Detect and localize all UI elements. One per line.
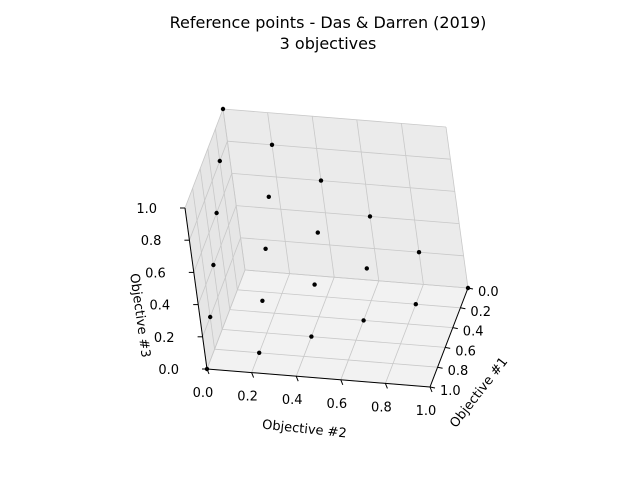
floor-pane bbox=[207, 270, 468, 387]
back-pane bbox=[223, 109, 468, 288]
data-point bbox=[208, 314, 213, 320]
grid-line bbox=[199, 168, 223, 330]
grid-line bbox=[192, 188, 215, 350]
data-point bbox=[217, 158, 222, 164]
grid-line bbox=[244, 269, 469, 289]
chart-title: Reference points - Das & Darren (2019) bbox=[170, 13, 487, 32]
data-point bbox=[367, 214, 373, 219]
data-point bbox=[263, 246, 268, 251]
grid-line bbox=[184, 108, 224, 209]
x-tick-label: 0.2 bbox=[470, 305, 491, 320]
y-tick-label: 0.6 bbox=[326, 397, 347, 412]
y-tick-label: 0.0 bbox=[193, 386, 214, 401]
data-point bbox=[364, 266, 369, 271]
grid-line bbox=[206, 269, 246, 370]
y-axis-line bbox=[206, 368, 431, 388]
data-point bbox=[257, 350, 262, 355]
z-tick-label: 1.0 bbox=[136, 202, 157, 217]
grid-line bbox=[251, 273, 290, 373]
data-point bbox=[266, 194, 271, 199]
z-axis-label: Objective #3 bbox=[126, 272, 153, 358]
data-point bbox=[220, 106, 226, 112]
data-point bbox=[361, 318, 366, 323]
z-tick-label: 0.6 bbox=[145, 266, 166, 281]
data-point bbox=[465, 285, 471, 291]
grid-line bbox=[445, 126, 469, 289]
z-tick-label: 0.0 bbox=[158, 363, 179, 378]
grid-line bbox=[189, 141, 228, 241]
y-tick-mark bbox=[340, 379, 344, 385]
y-tick-mark bbox=[429, 386, 433, 393]
grid-line bbox=[222, 108, 246, 271]
grid-line bbox=[236, 205, 460, 224]
data-point bbox=[413, 302, 418, 307]
y-tick-mark bbox=[295, 376, 299, 382]
data-point bbox=[312, 282, 317, 287]
x-tick-mark bbox=[437, 366, 443, 369]
grid-line bbox=[401, 123, 424, 285]
x-tick-label: 0.4 bbox=[463, 325, 484, 340]
grid-line bbox=[214, 348, 438, 368]
y-tick-label: 0.8 bbox=[371, 400, 392, 415]
y-tick-label: 1.0 bbox=[416, 404, 437, 419]
data-point bbox=[214, 210, 219, 216]
x-tick-mark bbox=[429, 386, 436, 389]
z-tick-label: 0.2 bbox=[154, 331, 175, 346]
grid-line bbox=[240, 237, 464, 257]
y-tick-mark bbox=[384, 383, 388, 389]
y-tick-mark bbox=[251, 372, 255, 378]
grid-line bbox=[267, 112, 290, 274]
data-point bbox=[269, 142, 275, 147]
chart-subtitle: 3 objectives bbox=[280, 34, 377, 53]
y-axis-label: Objective #2 bbox=[261, 418, 347, 442]
grid-line bbox=[207, 148, 231, 310]
grid-line bbox=[202, 237, 241, 337]
data-point bbox=[204, 366, 210, 372]
tick-labels: 0.0 0.0 0.0 0.2 0.2 0.2 0.4 0.4 0.4 0.6 0.6 0.6 0.8 0… bbox=[136, 202, 498, 419]
y-tick-label: 0.4 bbox=[282, 393, 303, 408]
axis-lines bbox=[184, 207, 469, 388]
grid-line bbox=[311, 116, 335, 278]
data-point bbox=[260, 298, 265, 303]
x-tick-label: 0.0 bbox=[478, 285, 499, 300]
data-point bbox=[309, 334, 314, 339]
x-tick-label: 1.0 bbox=[440, 384, 461, 399]
side-pane bbox=[185, 109, 245, 369]
data-point bbox=[211, 262, 216, 268]
grid-line bbox=[193, 173, 233, 273]
grid-line bbox=[385, 284, 424, 384]
grid-line bbox=[237, 289, 461, 309]
x-axis-line bbox=[429, 287, 469, 388]
y-tick-label: 0.2 bbox=[237, 390, 258, 405]
axis-panes bbox=[185, 109, 468, 387]
grid-line bbox=[227, 140, 451, 160]
grid-line bbox=[215, 128, 238, 290]
x-tick-label: 0.6 bbox=[455, 344, 476, 359]
data-point bbox=[318, 178, 324, 183]
z-axis-line bbox=[184, 207, 208, 370]
x-tick-mark bbox=[460, 307, 466, 310]
grid-lines bbox=[184, 108, 469, 388]
grid-line bbox=[222, 329, 446, 348]
grid-line bbox=[197, 205, 237, 305]
data-point bbox=[315, 230, 320, 235]
data-points bbox=[204, 106, 471, 372]
x-tick-mark bbox=[445, 346, 451, 349]
grid-line bbox=[295, 277, 335, 377]
grid-line bbox=[356, 119, 380, 281]
grid-line bbox=[340, 280, 380, 380]
grid-line bbox=[222, 108, 447, 128]
grid-line bbox=[229, 309, 453, 328]
x-tick-label: 0.8 bbox=[448, 364, 469, 379]
grid-line bbox=[231, 173, 455, 192]
z-tick-label: 0.4 bbox=[150, 299, 171, 314]
z-tick-label: 0.8 bbox=[141, 234, 162, 249]
data-point bbox=[416, 250, 422, 255]
x-tick-mark bbox=[452, 327, 458, 330]
